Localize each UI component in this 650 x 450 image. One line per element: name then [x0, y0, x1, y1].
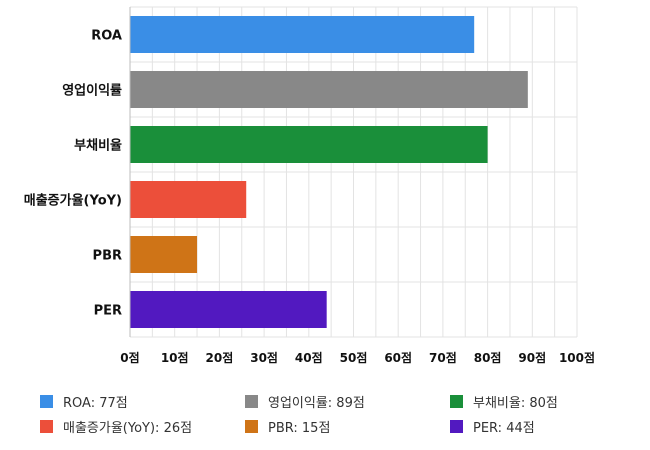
grid [129, 6, 578, 338]
category-label: 영업이익률 [62, 83, 122, 99]
bar[interactable] [130, 236, 198, 273]
legend-item[interactable]: ROA: 77점 [40, 392, 128, 411]
x-axis-ticks: 0점 10점 20점 30점 40점 50점 60점 70점 80점 90점 100점 [120, 350, 595, 365]
category-label: 부채비율 [74, 138, 122, 154]
x-tick-label: 40점 [295, 350, 323, 365]
legend-item[interactable]: PBR: 15점 [245, 417, 331, 436]
legend-swatch [40, 394, 53, 408]
category-label: ROA [91, 29, 122, 44]
x-tick-label: 10점 [161, 350, 189, 365]
legend-label: PBR: 15점 [268, 420, 331, 436]
legend-label: 영업이익률: 89점 [268, 395, 365, 411]
x-tick-label: 70점 [429, 350, 457, 365]
bar[interactable] [130, 181, 247, 218]
x-tick-label: 90점 [518, 350, 546, 365]
legend-label: ROA: 77점 [63, 395, 128, 411]
category-label: PER [94, 304, 122, 319]
legend-swatch [450, 394, 463, 408]
bar[interactable] [130, 71, 528, 108]
x-tick-label: 0점 [120, 350, 139, 365]
legend-swatch [450, 419, 463, 433]
legend-item[interactable]: 영업이익률: 89점 [245, 392, 365, 411]
legend-swatch [245, 419, 258, 433]
legend-swatch [245, 394, 258, 408]
category-label: PBR [93, 249, 122, 264]
bars [130, 16, 528, 328]
legend-swatch [40, 419, 53, 433]
bar[interactable] [130, 16, 475, 53]
x-tick-label: 30점 [250, 350, 278, 365]
x-tick-label: 100점 [559, 350, 595, 365]
legend-label: 매출증가율(YoY): 26점 [63, 420, 193, 436]
bar[interactable] [130, 126, 488, 163]
x-tick-label: 50점 [340, 350, 368, 365]
legend-label: 부채비율: 80점 [473, 395, 558, 411]
category-label: 매출증가율(YoY) [24, 193, 122, 209]
legend-item[interactable]: 매출증가율(YoY): 26점 [40, 417, 193, 436]
legend-item[interactable]: PER: 44점 [450, 417, 535, 436]
x-tick-label: 80점 [474, 350, 502, 365]
legend-label: PER: 44점 [473, 420, 535, 436]
bar[interactable] [130, 291, 327, 328]
legend-item[interactable]: 부채비율: 80점 [450, 392, 558, 411]
x-tick-label: 20점 [206, 350, 234, 365]
x-tick-label: 60점 [384, 350, 412, 365]
